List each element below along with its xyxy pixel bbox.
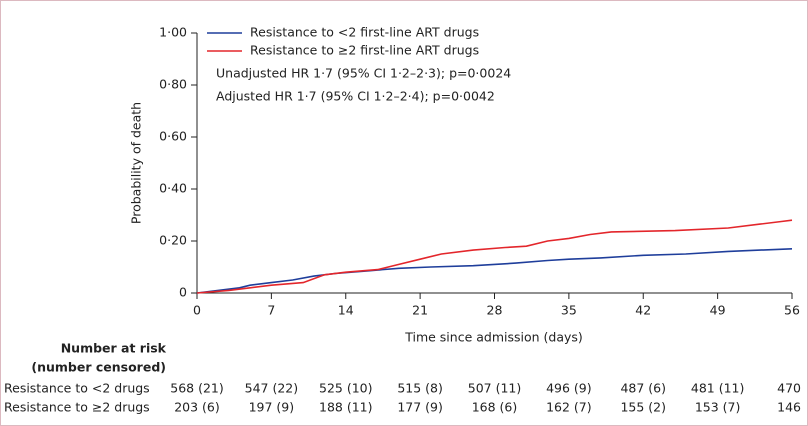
risk-cell: 168 (6) [472,400,518,415]
x-axis-label: Time since admission (days) [404,330,583,345]
risk-cell: 153 (7) [695,400,741,415]
risk-cell: 203 (6) [174,400,220,415]
risk-table-title: (number censored) [31,360,166,375]
survival-line [196,248,793,294]
y-tick-label: 0·40 [159,181,187,196]
survival-line [196,219,793,294]
x-tick-label: 0 [193,303,201,318]
risk-cell: 487 (6) [620,381,666,396]
risk-row-label: Resistance to <2 drugs [4,381,150,396]
x-tick-label: 42 [635,303,651,318]
y-tick-label: 0·60 [159,129,187,144]
x-tick-label: 7 [267,303,275,318]
annotation: Unadjusted HR 1·7 (95% CI 1·2–2·3); p=0·… [216,66,511,81]
x-tick-label: 21 [412,303,428,318]
x-tick-label: 49 [710,303,726,318]
annotation: Adjusted HR 1·7 (95% CI 1·2–2·4); p=0·00… [216,89,495,104]
y-tick-label: 0 [179,285,187,300]
x-tick-label: 28 [487,303,503,318]
y-tick-label: 1·00 [159,25,187,40]
legend-label: Resistance to ≥2 first-line ART drugs [250,43,479,58]
risk-cell: 197 (9) [249,400,295,415]
x-tick-label: 14 [338,303,354,318]
y-tick-label: 0·80 [159,77,187,92]
risk-cell: 515 (8) [397,381,443,396]
risk-cell: 162 (7) [546,400,592,415]
risk-cell: 481 (11) [691,381,745,396]
risk-cell: 177 (9) [397,400,443,415]
risk-cell: 568 (21) [170,381,224,396]
risk-row-label: Resistance to ≥2 drugs [4,400,150,415]
y-tick-label: 0·20 [159,233,187,248]
risk-cell: 507 (11) [468,381,522,396]
risk-cell: 470 [777,381,801,396]
risk-cell: 146 [777,400,801,415]
legend-label: Resistance to <2 first-line ART drugs [250,25,479,40]
risk-cell: 496 (9) [546,381,592,396]
risk-cell: 525 (10) [319,381,373,396]
risk-cell: 155 (2) [620,400,666,415]
risk-table-title: Number at risk [61,341,167,356]
x-tick-label: 35 [561,303,577,318]
risk-cell: 547 (22) [245,381,299,396]
risk-cell: 188 (11) [319,400,373,415]
x-tick-label: 56 [784,303,800,318]
y-axis-label: Probability of death [129,102,144,224]
